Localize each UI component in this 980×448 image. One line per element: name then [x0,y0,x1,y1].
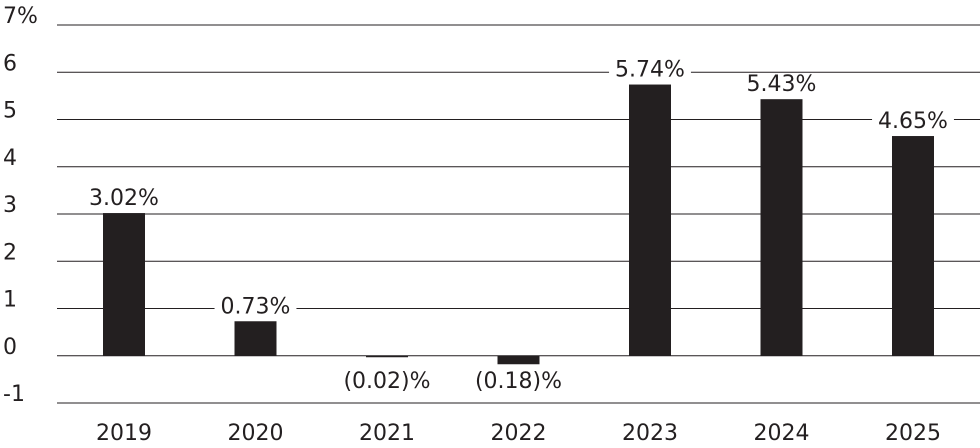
data-label-2025: 4.65% [878,109,948,134]
y-tick-label: 1 [3,288,17,313]
data-label-background [740,74,823,96]
x-axis-category-labels: 2019 2020 2021 2022 2023 2024 2025 [96,421,941,446]
y-tick-label: 0 [3,335,17,360]
data-label-2024: 5.43% [747,72,817,97]
x-tick-label-2020: 2020 [228,421,284,446]
bar-2025 [892,136,934,356]
x-tick-label-2019: 2019 [96,421,152,446]
bar-2023 [629,84,671,356]
x-tick-label-2022: 2022 [491,421,547,446]
x-tick-label-2023: 2023 [622,421,678,446]
bar-2019 [103,213,145,356]
data-label-background [468,370,569,392]
y-tick-label: 4 [3,146,17,171]
gridlines [57,24,980,404]
x-tick-label-2024: 2024 [754,421,810,446]
y-tick-label: 6 [3,51,17,76]
data-label-background [83,188,165,210]
data-label-background [872,111,954,133]
bar-2021 [366,355,408,358]
y-tick-label: 2 [3,240,17,265]
data-label-2019: 3.02% [89,186,159,211]
y-tick-label: 7% [3,4,38,29]
data-label-background [214,296,297,318]
data-label-background [609,59,691,81]
data-label-2021: (0.02)% [343,369,430,394]
bars [103,84,934,365]
y-tick-label: 5 [3,99,17,124]
bar-2024 [760,99,803,356]
y-tick-label: -1 [3,382,25,407]
bar-2022 [497,355,540,365]
x-tick-label-2021: 2021 [359,421,415,446]
data-label-2023: 5.74% [615,58,685,83]
data-label-2022: (0.18)% [475,369,562,394]
data-label-background [337,370,437,392]
x-tick-label-2025: 2025 [885,421,941,446]
data-labels: 3.02% 0.73% (0.02)% (0.18)% 5.74% 5.43% 4.65% [83,58,954,394]
y-axis-tick-labels: -1 0 1 2 3 4 5 6 7% [3,4,38,407]
data-label-2020: 0.73% [221,294,291,319]
bar-2020 [234,321,277,356]
y-tick-label: 3 [3,193,17,218]
